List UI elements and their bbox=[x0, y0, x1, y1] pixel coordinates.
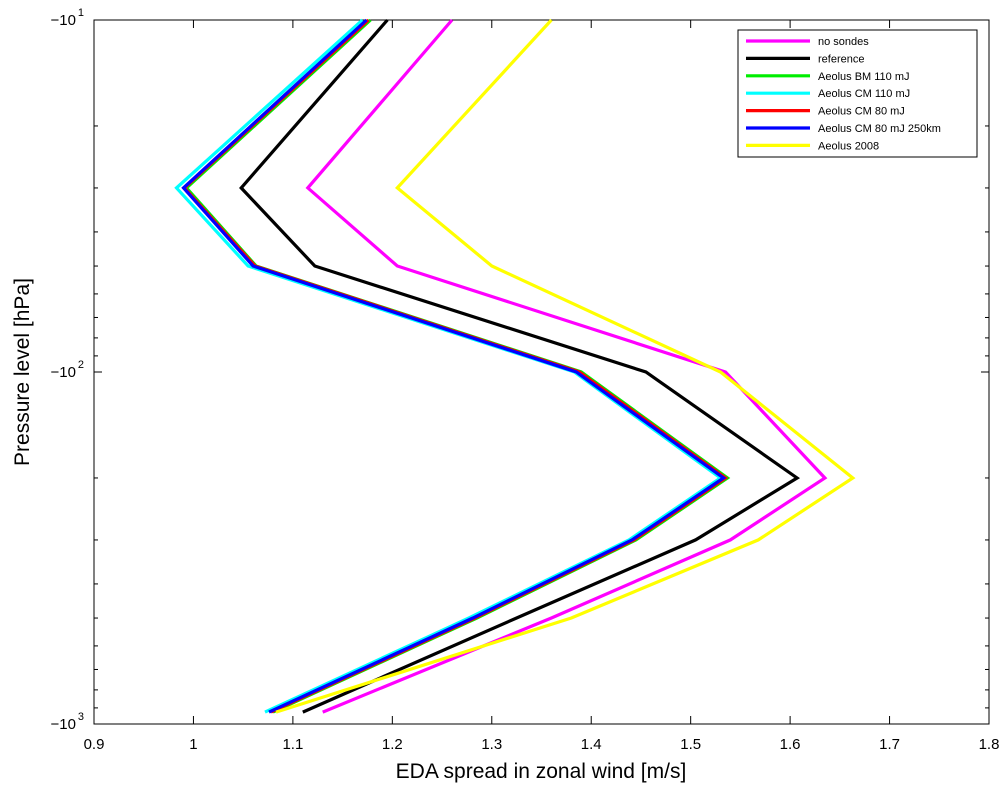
legend-label: Aeolus CM 80 mJ 250km bbox=[818, 123, 941, 135]
y-tick-label: −10 bbox=[51, 716, 76, 733]
legend-label: Aeolus BM 110 mJ bbox=[818, 71, 910, 83]
legend-label: reference bbox=[818, 53, 864, 65]
y-tick-exponent: 3 bbox=[78, 711, 84, 723]
series-line-aeolus-2008 bbox=[275, 18, 856, 714]
x-tick-label: 0.9 bbox=[84, 736, 105, 753]
x-axis-ticks: 0.9 1 1.1 1.2 1.3 1.4 1.5 1.6 1.7 1.8 bbox=[84, 20, 1000, 753]
series-line-no-sondes bbox=[305, 18, 828, 714]
x-tick-label: 1.8 bbox=[979, 736, 1000, 753]
x-tick-label: 1 bbox=[189, 736, 197, 753]
x-tick-label: 1.4 bbox=[581, 736, 602, 753]
x-axis-title: EDA spread in zonal wind [m/s] bbox=[396, 760, 687, 783]
y-axis-title: Pressure level [hPa] bbox=[11, 278, 34, 466]
x-tick-label: 1.1 bbox=[282, 736, 303, 753]
x-tick-label: 1.6 bbox=[780, 736, 801, 753]
x-tick-label: 1.2 bbox=[382, 736, 403, 753]
y-axis-ticks: −10 1−10 2−10 3 bbox=[51, 7, 989, 733]
x-tick-label: 1.7 bbox=[879, 736, 900, 753]
legend-label: Aeolus CM 80 mJ bbox=[818, 106, 905, 118]
y-tick-label: −10 bbox=[51, 12, 76, 29]
y-tick-exponent: 2 bbox=[78, 359, 84, 371]
y-tick-exponent: 1 bbox=[78, 7, 84, 19]
legend-label: Aeolus CM 110 mJ bbox=[818, 88, 910, 100]
legend-label: Aeolus 2008 bbox=[818, 140, 879, 152]
y-tick-label: −10 bbox=[51, 364, 76, 381]
x-tick-label: 1.5 bbox=[680, 736, 701, 753]
series-line-reference bbox=[239, 18, 801, 714]
legend-label: no sondes bbox=[818, 36, 869, 48]
legend: no sondes reference Aeolus BM 110 mJ Aeolus… bbox=[737, 29, 978, 158]
series-layer bbox=[174, 18, 856, 714]
x-tick-label: 1.3 bbox=[481, 736, 502, 753]
series-line-aeolus-cm-80-mj-250km bbox=[181, 18, 727, 714]
